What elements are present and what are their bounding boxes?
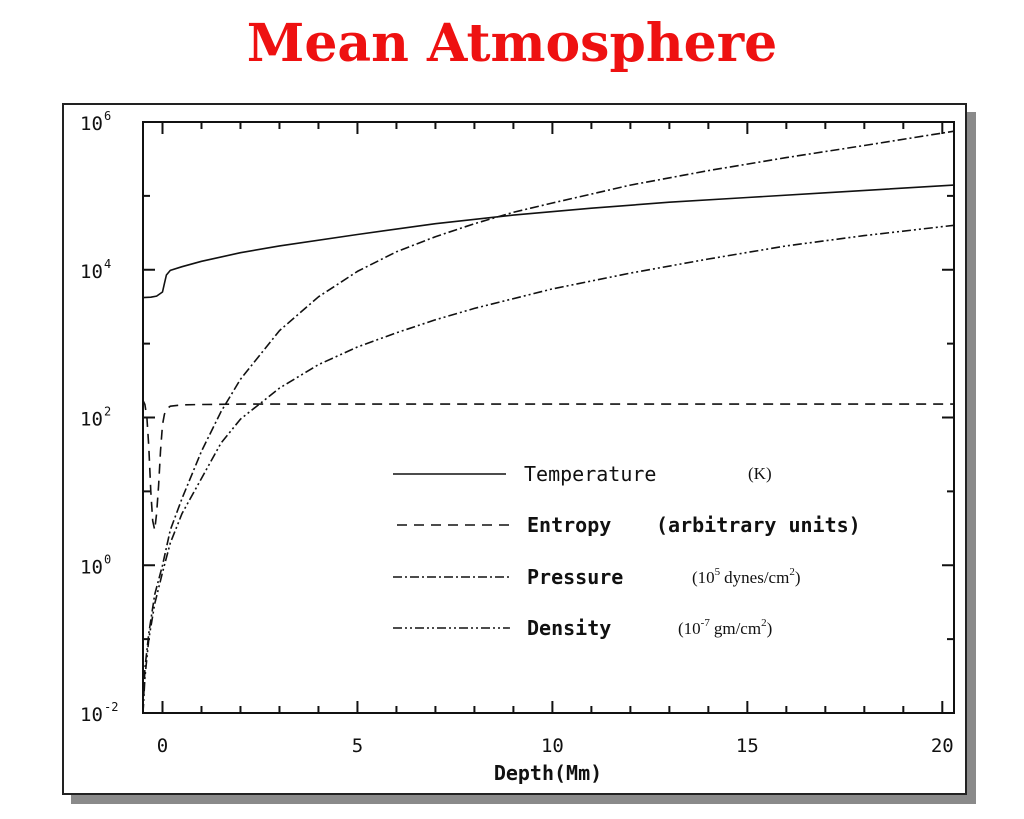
y-tick-exponent: 6: [104, 109, 111, 123]
y-tick-label: 10: [80, 704, 103, 726]
x-tick-label: 5: [352, 735, 363, 757]
series-lines: [142, 130, 955, 714]
series-line-density: [142, 224, 955, 714]
x-axis-title: Depth(Mm): [494, 761, 602, 785]
legend-label-density: Density: [527, 616, 611, 640]
y-tick-exponent: -2: [104, 700, 118, 714]
y-tick-exponent: 2: [104, 405, 111, 419]
figure-frame: [62, 103, 967, 795]
slide-title: Mean Atmosphere: [246, 13, 778, 74]
y-tick-label: 10: [80, 409, 103, 431]
x-tick-label: 0: [157, 735, 168, 757]
legend-unit-temperature: (K): [748, 464, 772, 483]
y-tick-exponent: 0: [104, 552, 111, 566]
legend-label-temperature: Temperature: [524, 462, 656, 486]
legend-unit-density: (10-7 gm/cm2): [678, 617, 772, 638]
x-tick-label: 15: [736, 735, 759, 757]
legend-unit-pressure: (105 dynes/cm2): [692, 566, 801, 587]
x-tick-labels: 0 5 10 15 20: [157, 735, 954, 757]
legend-label-entropy: Entropy: [527, 513, 611, 537]
legend: Temperature (K) Entropy (arbitrary units…: [393, 462, 861, 640]
y-tick-exponent: 4: [104, 257, 111, 271]
series-line-temperature: [142, 184, 955, 299]
legend-unit-entropy: (arbitrary units): [656, 513, 861, 537]
legend-label-pressure: Pressure: [527, 565, 623, 589]
y-tick-label: 10: [80, 556, 103, 578]
series-line-pressure: [142, 130, 955, 714]
y-tick-label: 10: [80, 261, 103, 283]
x-tick-label: 10: [541, 735, 564, 757]
axis-ticks: [143, 121, 954, 714]
y-tick-label: 10: [80, 113, 103, 135]
x-tick-label: 20: [931, 735, 954, 757]
